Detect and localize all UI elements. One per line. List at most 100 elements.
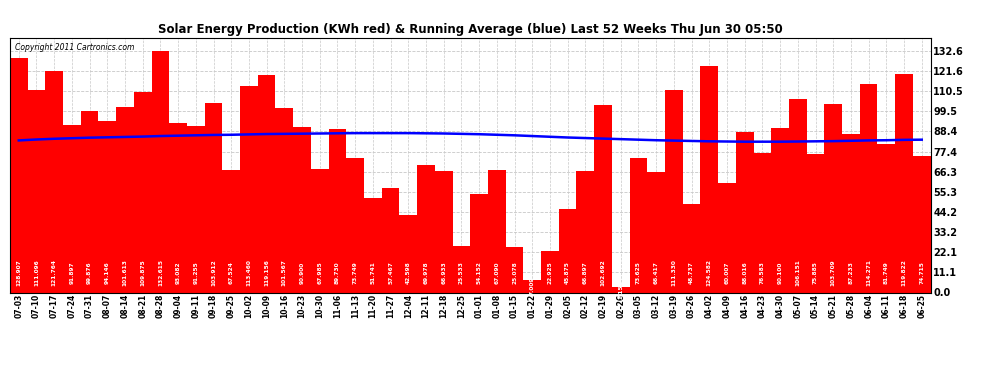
Text: 101.567: 101.567: [282, 259, 287, 286]
Bar: [382, 188, 399, 292]
Bar: [98, 121, 116, 292]
Text: 132.615: 132.615: [157, 259, 163, 286]
Bar: [842, 134, 859, 292]
Bar: [205, 103, 223, 292]
Bar: [134, 92, 151, 292]
Bar: [488, 170, 506, 292]
Bar: [665, 90, 683, 292]
Bar: [895, 74, 913, 292]
Text: 90.900: 90.900: [300, 261, 305, 284]
Title: Solar Energy Production (KWh red) & Running Average (blue) Last 52 Weeks Thu Jun: Solar Energy Production (KWh red) & Runn…: [157, 23, 783, 36]
Text: 113.460: 113.460: [247, 259, 251, 286]
Text: 42.598: 42.598: [406, 261, 411, 284]
Bar: [28, 90, 46, 292]
Text: 60.007: 60.007: [725, 261, 730, 284]
Text: 119.822: 119.822: [902, 259, 907, 286]
Bar: [612, 287, 630, 292]
Text: 121.764: 121.764: [51, 259, 56, 286]
Text: 102.692: 102.692: [601, 259, 606, 286]
Bar: [63, 125, 81, 292]
Bar: [417, 165, 435, 292]
Text: 87.233: 87.233: [848, 261, 853, 284]
Bar: [647, 171, 665, 292]
Bar: [311, 169, 329, 292]
Bar: [807, 154, 825, 292]
Text: 106.151: 106.151: [795, 259, 800, 286]
Text: 91.255: 91.255: [193, 261, 198, 284]
Text: 69.978: 69.978: [424, 261, 429, 284]
Bar: [913, 156, 931, 292]
Text: 88.016: 88.016: [742, 261, 747, 284]
Text: 99.876: 99.876: [87, 261, 92, 284]
Bar: [452, 246, 470, 292]
Text: 7.009: 7.009: [530, 277, 535, 295]
Bar: [46, 71, 63, 292]
Text: 89.730: 89.730: [335, 261, 340, 284]
Text: 73.749: 73.749: [352, 261, 357, 284]
Text: 22.925: 22.925: [547, 261, 552, 284]
Bar: [223, 170, 241, 292]
Text: 119.156: 119.156: [264, 259, 269, 286]
Bar: [435, 171, 452, 292]
Text: 67.985: 67.985: [317, 261, 323, 284]
Text: 94.146: 94.146: [105, 261, 110, 284]
Bar: [683, 204, 700, 292]
Text: 74.715: 74.715: [920, 261, 925, 284]
Bar: [240, 86, 257, 292]
Text: 73.625: 73.625: [636, 261, 641, 284]
Text: 57.467: 57.467: [388, 261, 393, 284]
Bar: [151, 51, 169, 292]
Bar: [169, 123, 187, 292]
Bar: [859, 84, 877, 292]
Bar: [275, 108, 293, 292]
Text: 124.582: 124.582: [707, 259, 712, 286]
Text: 128.907: 128.907: [16, 259, 21, 286]
Text: 90.100: 90.100: [777, 261, 783, 284]
Text: 103.912: 103.912: [211, 259, 216, 286]
Text: 51.741: 51.741: [370, 261, 375, 284]
Text: 25.533: 25.533: [459, 261, 464, 284]
Text: 45.875: 45.875: [565, 261, 570, 284]
Text: 3.152: 3.152: [618, 280, 624, 299]
Text: 114.271: 114.271: [866, 259, 871, 286]
Text: 111.330: 111.330: [671, 259, 676, 286]
Bar: [825, 104, 842, 292]
Bar: [293, 127, 311, 292]
Text: 66.897: 66.897: [583, 261, 588, 284]
Text: 76.583: 76.583: [760, 261, 765, 284]
Bar: [470, 194, 488, 292]
Bar: [542, 251, 558, 292]
Bar: [576, 171, 594, 292]
Text: 67.090: 67.090: [494, 261, 499, 284]
Text: 48.737: 48.737: [689, 261, 694, 284]
Text: 67.524: 67.524: [229, 261, 234, 284]
Bar: [594, 105, 612, 292]
Text: 75.885: 75.885: [813, 261, 818, 284]
Bar: [187, 126, 205, 292]
Bar: [700, 66, 718, 292]
Text: Copyright 2011 Cartronics.com: Copyright 2011 Cartronics.com: [15, 43, 134, 52]
Bar: [630, 158, 647, 292]
Bar: [877, 144, 895, 292]
Text: 93.082: 93.082: [175, 261, 180, 284]
Bar: [753, 153, 771, 292]
Text: 103.709: 103.709: [831, 259, 836, 286]
Text: 25.078: 25.078: [512, 261, 517, 284]
Text: 111.096: 111.096: [34, 259, 39, 286]
Bar: [346, 158, 364, 292]
Bar: [558, 209, 576, 292]
Bar: [329, 129, 346, 292]
Bar: [81, 111, 98, 292]
Bar: [736, 132, 753, 292]
Text: 81.749: 81.749: [884, 261, 889, 284]
Bar: [789, 99, 807, 292]
Text: 54.152: 54.152: [476, 261, 481, 284]
Bar: [364, 198, 382, 292]
Text: 66.933: 66.933: [442, 261, 446, 284]
Bar: [10, 58, 28, 292]
Text: 109.875: 109.875: [141, 259, 146, 286]
Bar: [718, 183, 736, 292]
Bar: [399, 215, 417, 292]
Bar: [506, 247, 524, 292]
Bar: [116, 107, 134, 292]
